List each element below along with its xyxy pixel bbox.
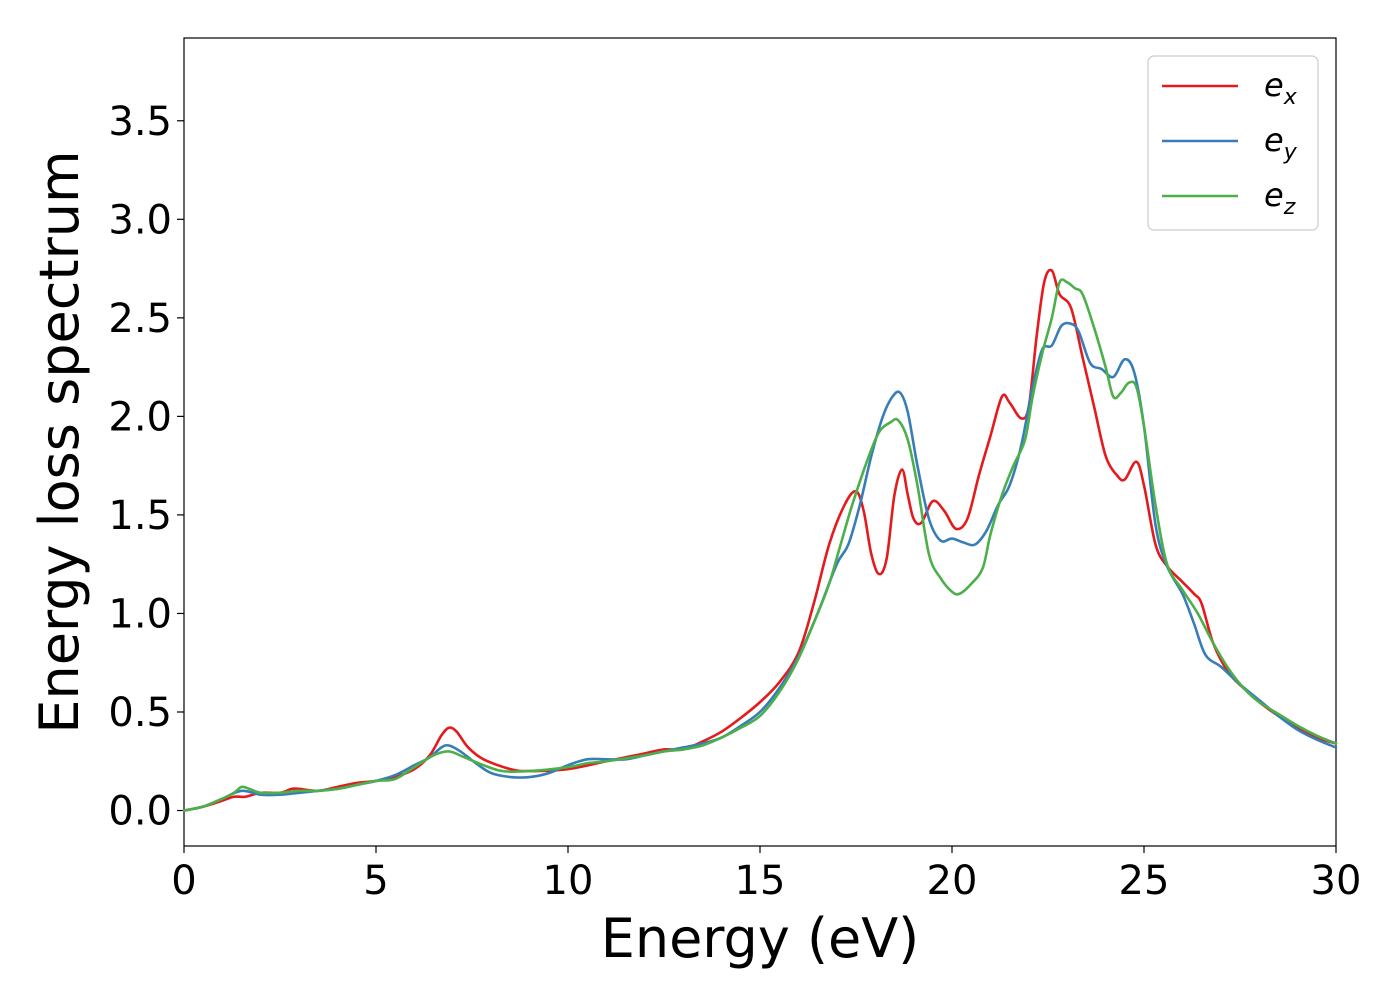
x-tick-label: 5 (363, 858, 388, 904)
y-tick-label: 3.0 (108, 197, 172, 243)
x-tick-label: 10 (543, 858, 594, 904)
y-tick-label: 2.0 (108, 394, 172, 440)
x-tick-label: 25 (1119, 858, 1170, 904)
y-tick-label: 0.0 (108, 789, 172, 835)
x-tick-label: 20 (927, 858, 978, 904)
y-axis-ticks: 0.0 0.5 1.0 1.5 2.0 2.5 3.0 3.5 (108, 99, 184, 835)
x-tick-label: 15 (735, 858, 786, 904)
y-tick-label: 1.5 (108, 493, 172, 539)
plot-area: 0 5 10 15 20 25 30 0.0 0.5 1.0 1.5 2.0 2.5 3.0 3.5 (108, 37, 1361, 904)
legend-label-ex: ex (1264, 66, 1298, 110)
legend-label-ez: ez (1264, 176, 1296, 220)
legend-label-subscript: z (1283, 195, 1296, 220)
y-tick-label: 2.5 (108, 296, 172, 342)
legend-label-base: e (1264, 176, 1284, 214)
x-tick-label: 30 (1311, 858, 1362, 904)
y-tick-label: 1.0 (108, 591, 172, 637)
legend-box (1147, 55, 1319, 231)
y-axis-title: Energy loss spectrum (28, 150, 91, 733)
y-tick-label: 3.5 (108, 99, 172, 145)
legend-label-subscript: y (1283, 140, 1298, 165)
x-axis-ticks: 0 5 10 15 20 25 30 (171, 846, 1361, 904)
x-tick-label: 0 (171, 858, 196, 904)
legend-label-ey: ey (1264, 121, 1298, 165)
x-axis-title: Energy (eV) (601, 907, 920, 970)
y-tick-label: 0.5 (108, 690, 172, 736)
legend-label-base: e (1264, 66, 1284, 104)
legend-label-subscript: x (1283, 85, 1298, 110)
series-line-ez (182, 278, 1338, 812)
series-lines (182, 268, 1338, 812)
legend-label-base: e (1264, 121, 1284, 159)
